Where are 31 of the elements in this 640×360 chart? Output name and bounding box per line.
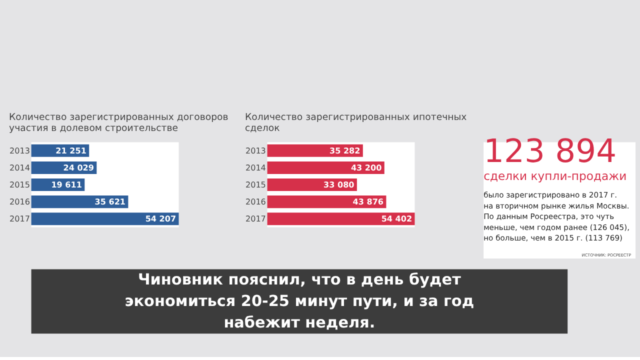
chart-title: Количество зарегистрированных ипотечных сделок	[245, 112, 468, 134]
data-label: 43 876	[352, 197, 384, 206]
y-tick-label: 2013	[245, 146, 266, 156]
data-label: 54 207	[145, 214, 176, 224]
bar	[267, 212, 415, 226]
data-label: 21 251	[56, 146, 87, 156]
text: Чиновник пояснил, что в день будет экономиться 20-25 минут пути, и за год набежит неделя.	[124, 270, 474, 332]
bar	[267, 196, 386, 208]
y-tick-label: 2017	[9, 214, 30, 224]
y-tick-label: 2016	[245, 197, 266, 206]
data-label: 43 200	[350, 163, 382, 172]
data-label: 54 402	[381, 214, 412, 224]
bar	[31, 196, 128, 208]
data-label: 35 621	[94, 197, 126, 206]
data-label: 24 029	[63, 163, 94, 172]
bar	[31, 212, 179, 226]
text: 123 894	[484, 132, 617, 170]
data-label: 33 080	[324, 180, 355, 190]
bar	[267, 144, 363, 157]
text: сделки купли-продажи	[484, 168, 627, 183]
data-label: 35 282	[329, 146, 360, 156]
y-tick-label: 2014	[9, 163, 30, 172]
bar	[267, 161, 384, 174]
y-tick-label: 2015	[245, 180, 266, 190]
y-tick-label: 2013	[9, 146, 30, 156]
y-tick-label: 2016	[9, 197, 30, 206]
y-tick-label: 2017	[245, 214, 266, 224]
data-label: 19 611	[51, 180, 82, 190]
chart-title: Количество зарегистрированных договоров участия в долевом строительстве	[9, 112, 228, 134]
y-tick-label: 2015	[9, 180, 30, 190]
y-tick-label: 2014	[245, 163, 266, 172]
